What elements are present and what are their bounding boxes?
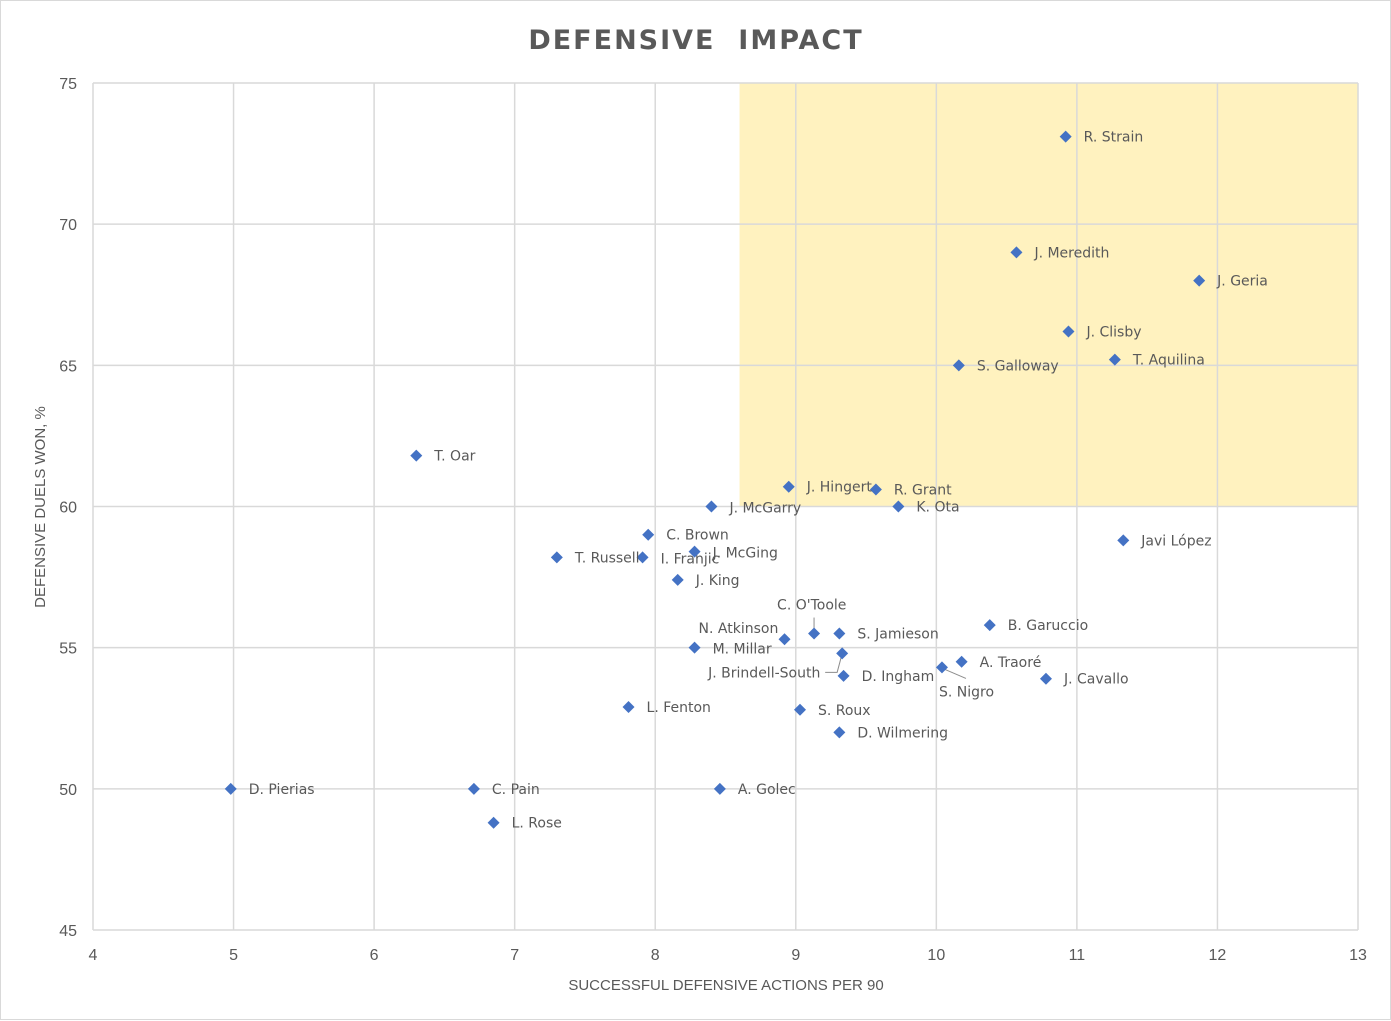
x-tick-label: 6 <box>370 947 379 964</box>
point-label: B. Garuccio <box>1008 618 1088 634</box>
data-point[interactable] <box>935 661 948 674</box>
data-point[interactable] <box>892 500 905 513</box>
y-tick-label: 45 <box>59 923 77 940</box>
data-point[interactable] <box>952 359 965 372</box>
data-point[interactable] <box>808 627 821 640</box>
point-label: L. Fenton <box>647 700 711 716</box>
y-tick-label: 55 <box>59 641 77 658</box>
x-tick-label: 7 <box>510 947 519 964</box>
point-label: S. Nigro <box>939 684 994 700</box>
data-point[interactable] <box>224 782 237 795</box>
x-tick-label: 5 <box>229 947 238 964</box>
x-tick-label: 8 <box>651 947 660 964</box>
point-label: M. Millar <box>713 642 772 658</box>
y-tick-label: 75 <box>59 76 77 93</box>
data-point[interactable] <box>782 480 795 493</box>
data-point[interactable] <box>688 545 701 558</box>
data-point[interactable] <box>833 627 846 640</box>
data-point[interactable] <box>671 573 684 586</box>
point-label: D. Wilmering <box>857 725 948 741</box>
point-label: R. Grant <box>894 483 952 499</box>
point-label: A. Traoré <box>980 655 1042 671</box>
x-tick-label: 12 <box>1209 947 1227 964</box>
point-label: J. Cavallo <box>1063 672 1129 688</box>
point-label: J. McGing <box>712 546 778 562</box>
data-point[interactable] <box>983 619 996 632</box>
point-label: C. Brown <box>666 528 729 544</box>
y-tick-label: 65 <box>59 358 77 375</box>
data-point[interactable] <box>550 551 563 564</box>
point-label: T. Aquilina <box>1132 353 1205 369</box>
data-point[interactable] <box>642 528 655 541</box>
chart-title: DEFENSIVE IMPACT <box>528 25 863 56</box>
point-label: S. Jamieson <box>857 627 938 643</box>
point-label: C. O'Toole <box>777 598 846 614</box>
data-point[interactable] <box>467 782 480 795</box>
data-point[interactable] <box>487 816 500 829</box>
point-label: K. Ota <box>916 500 959 516</box>
data-point[interactable] <box>1193 274 1206 287</box>
highlight-region <box>739 83 1358 507</box>
data-point[interactable] <box>636 551 649 564</box>
point-label: L. Rose <box>512 816 562 832</box>
point-label: Javi López <box>1140 533 1211 549</box>
data-point[interactable] <box>1117 534 1130 547</box>
point-label: J. Clisby <box>1085 324 1141 340</box>
x-axis-title: SUCCESSFUL DEFENSIVE ACTIONS PER 90 <box>568 977 883 994</box>
x-tick-label: 9 <box>791 947 800 964</box>
data-point[interactable] <box>1039 672 1052 685</box>
data-point[interactable] <box>1108 353 1121 366</box>
point-label: C. Pain <box>492 782 540 798</box>
data-point[interactable] <box>833 726 846 739</box>
data-point[interactable] <box>688 641 701 654</box>
y-tick-label: 50 <box>59 782 77 799</box>
point-label: R. Strain <box>1084 130 1144 146</box>
label-leader-line <box>944 668 967 679</box>
x-tick-label: 13 <box>1349 947 1367 964</box>
point-label: D. Pierias <box>249 782 315 798</box>
point-label: T. Oar <box>433 449 475 465</box>
data-point[interactable] <box>1059 130 1072 143</box>
x-tick-label: 11 <box>1069 947 1086 964</box>
y-tick-label: 70 <box>59 217 77 234</box>
point-label: J. McGarry <box>728 501 801 517</box>
point-label: J. King <box>695 573 740 589</box>
data-point[interactable] <box>955 655 968 668</box>
y-axis-title: DEFENSIVE DUELS WON, % <box>32 406 49 608</box>
data-point[interactable] <box>869 483 882 496</box>
data-point[interactable] <box>778 633 791 646</box>
point-label: J. Hingert <box>806 480 873 496</box>
point-label: T. Russell <box>574 550 640 566</box>
point-label: S. Roux <box>818 703 871 719</box>
data-point[interactable] <box>622 700 635 713</box>
data-point[interactable] <box>1062 325 1075 338</box>
data-point[interactable] <box>410 449 423 462</box>
point-label: N. Atkinson <box>699 621 779 637</box>
point-label: J. Brindell-South <box>707 665 820 681</box>
point-label: I. Franjic <box>661 551 720 567</box>
data-point[interactable] <box>836 647 849 660</box>
label-leader-line <box>825 657 842 673</box>
point-label: D. Ingham <box>862 669 935 685</box>
point-label: S. Galloway <box>977 358 1059 374</box>
x-tick-label: 4 <box>89 947 98 964</box>
point-label: A. Golec <box>738 782 796 798</box>
data-point[interactable] <box>1010 246 1023 259</box>
y-tick-label: 60 <box>59 500 77 517</box>
point-label: J. Meredith <box>1033 245 1109 261</box>
point-label: J. Geria <box>1216 274 1268 290</box>
x-tick-label: 10 <box>927 947 945 964</box>
data-point[interactable] <box>713 782 726 795</box>
data-point[interactable] <box>705 500 718 513</box>
data-point[interactable] <box>793 703 806 716</box>
data-point[interactable] <box>837 669 850 682</box>
